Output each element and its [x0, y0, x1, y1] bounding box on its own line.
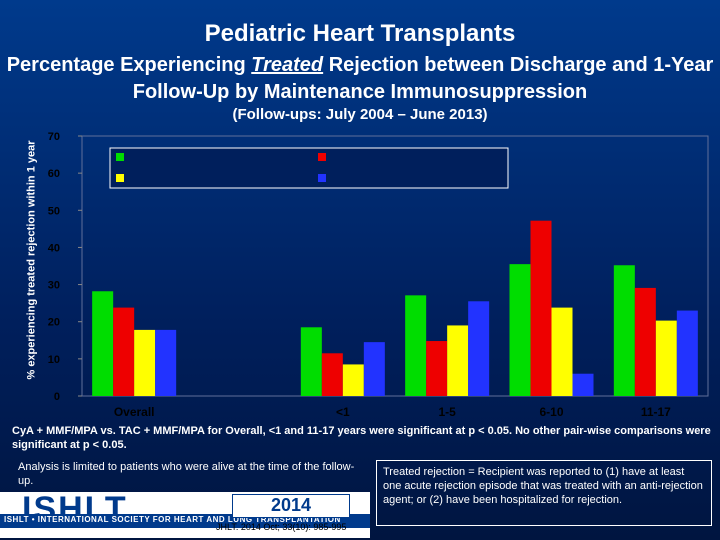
x-tick-label: 11-17	[641, 405, 671, 419]
logo-society-name: ISHLT • INTERNATIONAL SOCIETY FOR HEART …	[4, 515, 341, 524]
bar	[134, 329, 156, 396]
x-tick-label: 1-5	[438, 405, 456, 419]
y-tick-label: 10	[48, 354, 60, 366]
y-tick-label: 50	[48, 205, 60, 217]
bar	[447, 325, 469, 396]
registry-year: 2014	[232, 494, 350, 518]
slide-subtitle: Percentage Experiencing Treated Rejectio…	[6, 54, 714, 103]
bar	[342, 364, 364, 396]
legend-box	[109, 147, 509, 189]
y-tick-label: 60	[48, 168, 60, 180]
y-tick-label: 40	[48, 242, 60, 254]
analysis-note: Analysis is limited to patients who were…	[18, 461, 355, 487]
y-tick-label: 70	[48, 131, 60, 143]
bar	[551, 307, 573, 396]
y-tick-label: 0	[54, 391, 60, 403]
bar	[468, 301, 490, 396]
legend-swatch	[116, 174, 124, 182]
y-tick-label: 20	[48, 317, 60, 329]
bar	[321, 353, 343, 396]
plot-area	[81, 135, 709, 397]
legend-swatch	[116, 153, 124, 161]
bar	[509, 264, 531, 396]
legend-swatch	[318, 153, 326, 161]
legend-swatch	[318, 174, 326, 182]
bar	[426, 341, 448, 396]
bar	[113, 307, 135, 396]
bar	[613, 265, 635, 396]
bar	[363, 342, 385, 396]
bar	[530, 220, 552, 396]
bar	[92, 291, 114, 396]
bar	[655, 320, 677, 396]
x-tick-label: Overall	[114, 405, 155, 419]
bar	[300, 327, 322, 396]
slide-title: Pediatric Heart Transplants	[204, 20, 516, 47]
y-tick-label: 30	[48, 280, 60, 292]
x-tick-label: <1	[336, 405, 350, 419]
bar	[572, 373, 594, 396]
citation: JHLT. 2014 Oct; 33(10): 985-995	[216, 522, 347, 532]
bar	[634, 287, 656, 396]
bar	[405, 295, 427, 396]
x-tick-label: 6-10	[539, 405, 563, 419]
bar	[155, 329, 177, 396]
definition-box: Treated rejection = Recipient was report…	[376, 460, 712, 526]
significance-note: CyA + MMF/MPA vs. TAC + MMF/MPA for Over…	[12, 425, 711, 451]
follow-up-period: (Follow-ups: July 2004 – June 2013)	[232, 106, 488, 123]
bar	[676, 310, 698, 396]
